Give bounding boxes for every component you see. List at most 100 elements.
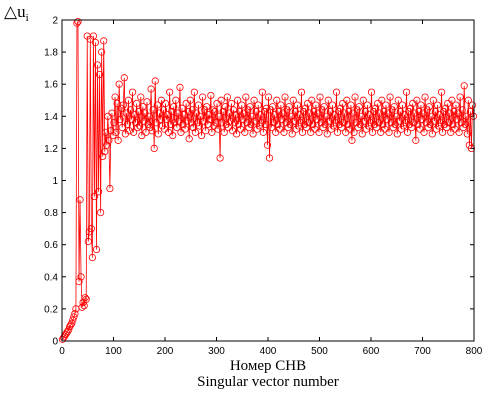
data-point [143, 98, 151, 106]
data-point [438, 128, 447, 136]
data-point [323, 130, 331, 138]
data-point [161, 99, 170, 108]
data-point [230, 119, 239, 127]
data-point [235, 120, 243, 128]
data-point [280, 128, 288, 136]
data-point [382, 101, 390, 109]
data-point [77, 273, 85, 281]
data-point [125, 127, 134, 135]
data-point [298, 128, 307, 136]
data-point [460, 82, 468, 90]
data-point [112, 128, 120, 136]
data-point [403, 128, 412, 136]
data-point [359, 96, 367, 104]
data-point [340, 119, 348, 127]
data-point [123, 120, 132, 128]
data-point [379, 120, 387, 128]
data-point [341, 109, 349, 117]
data-point [242, 93, 250, 101]
data-point [139, 103, 147, 111]
data-point [261, 120, 270, 128]
data-point [407, 104, 415, 112]
y-tick-label: 2 [52, 16, 58, 27]
data-point [116, 115, 124, 124]
data-point [97, 209, 105, 217]
x-tick-label: 700 [414, 346, 431, 357]
data-point [166, 88, 174, 96]
x-tick-label: 500 [311, 346, 328, 357]
data-point [390, 103, 398, 111]
data-point [126, 106, 135, 114]
data-point [176, 83, 184, 92]
data-point [259, 128, 267, 136]
data-point [275, 107, 283, 116]
x-tick-label: 600 [363, 346, 380, 357]
data-point [68, 319, 76, 327]
data-point [91, 38, 100, 47]
data-point [172, 96, 180, 104]
data-point [324, 96, 332, 104]
data-point [332, 88, 341, 96]
y-tick-label: 0 [52, 337, 58, 348]
data-point [100, 37, 108, 45]
data-point [78, 303, 86, 311]
data-point [167, 120, 175, 128]
data-point [445, 119, 453, 127]
data-point [195, 122, 204, 130]
data-point [178, 104, 186, 112]
data-point [458, 106, 466, 114]
data-point [70, 313, 78, 321]
data-point [128, 88, 137, 96]
data-point [110, 119, 118, 127]
data-point [181, 125, 189, 133]
plot-frame [61, 19, 475, 342]
data-point [394, 96, 402, 104]
data-point [355, 103, 363, 111]
data-point [289, 96, 297, 104]
data-point [270, 119, 278, 127]
y-tick-label: 0.4 [44, 272, 58, 283]
data-point [115, 80, 123, 88]
x-axis-label-line2: Singular vector number [197, 374, 339, 390]
data-point [443, 123, 451, 132]
data-point [88, 253, 96, 262]
data-point [216, 154, 224, 162]
data-point [420, 128, 428, 136]
y-tick-label: 1.6 [44, 80, 58, 91]
data-point [246, 103, 254, 111]
data-point [234, 96, 242, 104]
data-point [264, 93, 273, 101]
data-point [462, 112, 470, 120]
data-point [236, 107, 244, 116]
data-point [401, 119, 410, 127]
data-point [367, 88, 376, 96]
data-point [197, 131, 206, 140]
data-point [93, 61, 102, 69]
data-point [134, 123, 142, 132]
x-tick-label: 0 [59, 346, 65, 357]
data-point [293, 101, 301, 109]
plot-area [62, 20, 474, 341]
data-point [375, 119, 383, 127]
data-point [184, 107, 192, 116]
data-point [296, 119, 305, 127]
data-point [452, 101, 460, 109]
data-point [328, 101, 336, 109]
data-point [337, 104, 345, 112]
data-point [414, 120, 422, 128]
data-point [456, 93, 464, 101]
data-point [120, 74, 128, 82]
data-point [366, 119, 375, 127]
y-axis-label-subscript: i [26, 12, 29, 24]
y-axis-label: △ui [4, 2, 29, 24]
data-point [297, 88, 306, 96]
data-point [67, 321, 75, 329]
data-point [408, 123, 416, 132]
data-point [425, 103, 433, 111]
data-point [82, 295, 90, 303]
data-point [429, 96, 437, 104]
data-point [191, 128, 199, 136]
data-point [74, 18, 82, 26]
data-point [282, 119, 290, 127]
data-point [433, 101, 442, 109]
